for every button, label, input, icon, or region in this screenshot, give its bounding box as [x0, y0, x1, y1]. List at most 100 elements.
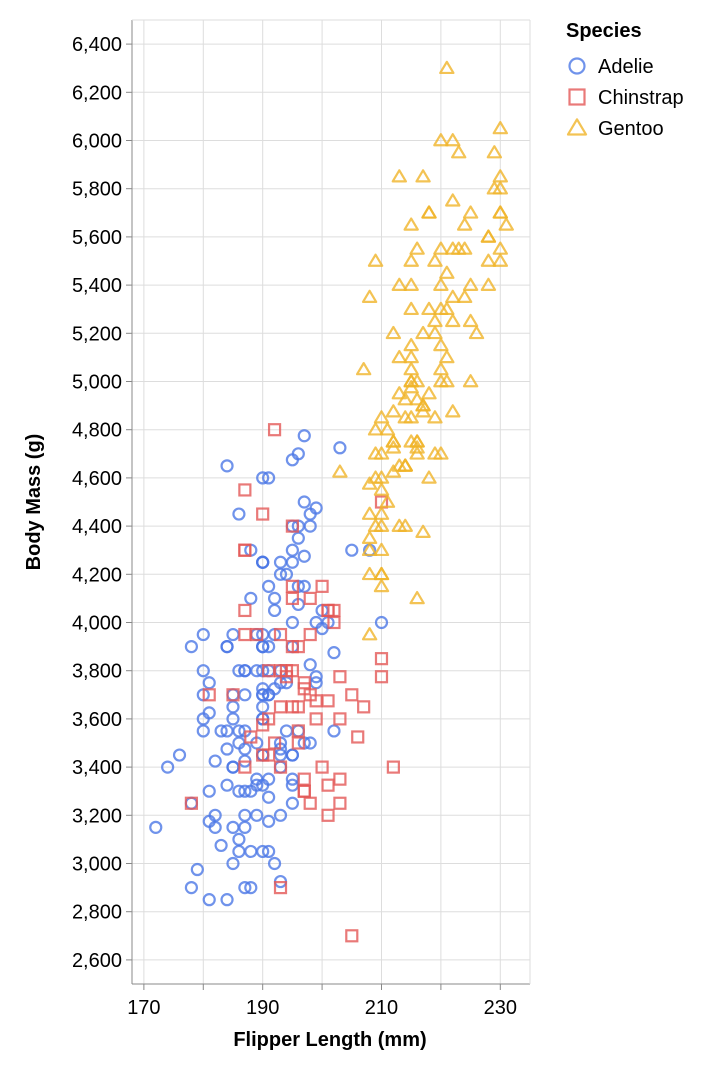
- axes: [126, 19, 531, 990]
- gentoo-point: [433, 446, 449, 460]
- chinstrap-point: [273, 760, 288, 774]
- gentoo-point: [385, 325, 402, 340]
- chinstrap-point: [327, 615, 341, 630]
- gentoo-point: [397, 392, 413, 406]
- legend-square-icon: [568, 88, 586, 106]
- chinstrap-point: [357, 700, 371, 714]
- chinstrap-point: [374, 652, 389, 666]
- y-tick-label: 5,800: [72, 179, 122, 201]
- chinstrap-point: [285, 519, 299, 533]
- series-gentoo: [332, 60, 514, 641]
- gentoo-point: [373, 446, 390, 460]
- chinstrap-point: [285, 591, 299, 606]
- x-tick-labels: 170 190 210 230: [127, 997, 517, 1019]
- y-tick-label: 4,200: [72, 564, 122, 586]
- adelie-point: [184, 796, 199, 810]
- gentoo-point: [421, 205, 437, 219]
- adelie-point: [262, 814, 276, 828]
- y-tick-label: 4,400: [72, 516, 122, 538]
- gentoo-point: [486, 145, 503, 159]
- gentoo-point: [391, 458, 408, 472]
- chinstrap-point: [297, 784, 311, 798]
- adelie-point: [220, 893, 234, 907]
- x-tick-label: 230: [484, 997, 517, 1019]
- chinstrap-point: [345, 688, 359, 702]
- y-tick-label: 3,200: [72, 805, 122, 827]
- gentoo-point: [468, 325, 485, 340]
- adelie-point: [285, 615, 299, 630]
- gentoo-point: [451, 145, 467, 159]
- chinstrap-point: [315, 760, 329, 774]
- gentoo-point: [367, 470, 384, 484]
- gentoo-point: [433, 241, 449, 255]
- legend-label: Chinstrap: [598, 87, 684, 109]
- gentoo-point: [421, 386, 437, 400]
- adelie-point: [303, 658, 317, 672]
- gentoo-point: [427, 313, 443, 328]
- chinstrap-point: [303, 796, 317, 810]
- gentoo-point: [415, 524, 431, 538]
- gentoo-point: [409, 374, 425, 388]
- adelie-point: [220, 459, 234, 473]
- adelie-point: [297, 495, 311, 509]
- gentoo-point: [385, 434, 402, 448]
- gentoo-point: [492, 169, 508, 183]
- legend-title: Species: [566, 20, 642, 42]
- gentoo-point: [361, 289, 378, 303]
- chinstrap-point: [351, 730, 365, 744]
- chinstrap-point: [333, 796, 347, 810]
- chinstrap-point: [285, 639, 299, 654]
- y-tick-label: 4,000: [72, 613, 122, 635]
- gentoo-point: [403, 217, 419, 231]
- gentoo-point: [403, 301, 419, 316]
- adelie-point: [297, 429, 311, 443]
- adelie-point: [291, 447, 305, 461]
- y-tick-label: 3,000: [72, 854, 122, 876]
- gentoo-point: [445, 313, 461, 328]
- gentoo-point: [379, 494, 396, 508]
- adelie-point: [196, 664, 210, 678]
- chinstrap-point: [386, 760, 400, 774]
- chinstrap-point: [238, 603, 252, 618]
- y-tick-labels: 2,600 2,800 3,000 3,200 3,400 3,600 3,800 4,000…: [72, 34, 122, 972]
- gentoo-point: [361, 530, 378, 544]
- adelie-point: [262, 844, 276, 859]
- chinstrap-point: [262, 748, 276, 762]
- adelie-point: [267, 603, 282, 618]
- adelie-point: [214, 838, 228, 853]
- gentoo-point: [445, 133, 461, 147]
- gentoo-point: [367, 253, 384, 267]
- data-points: [149, 60, 514, 943]
- y-tick-label: 3,600: [72, 709, 122, 731]
- y-tick-label: 4,600: [72, 468, 122, 490]
- gentoo-point: [439, 349, 455, 364]
- chinstrap-point: [279, 664, 294, 678]
- gentoo-point: [403, 410, 419, 424]
- gentoo-point: [409, 440, 425, 454]
- chinstrap-point: [273, 627, 288, 642]
- series-chinstrap: [184, 423, 400, 943]
- adelie-point: [161, 760, 175, 774]
- adelie-point: [256, 778, 270, 792]
- chinstrap-point: [321, 694, 335, 708]
- gentoo-point: [361, 476, 378, 490]
- chinstrap-point: [309, 694, 323, 708]
- gentoo-point: [373, 566, 390, 581]
- gentoo-point: [498, 217, 514, 231]
- gentoo-point: [373, 410, 390, 424]
- chinstrap-point: [238, 543, 252, 557]
- adelie-point: [238, 784, 252, 798]
- gentoo-point: [379, 422, 396, 436]
- adelie-point: [273, 555, 288, 569]
- adelie-point: [226, 856, 240, 871]
- gentoo-point: [403, 253, 419, 267]
- adelie-point: [226, 688, 240, 702]
- legend-item-gentoo: Gentoo: [566, 118, 664, 140]
- adelie-point: [244, 844, 258, 859]
- y-tick-label: 2,600: [72, 950, 122, 972]
- gentoo-point: [433, 337, 449, 352]
- adelie-point: [285, 748, 299, 762]
- adelie-point: [279, 724, 294, 738]
- gentoo-point: [373, 518, 390, 532]
- adelie-point: [250, 778, 264, 792]
